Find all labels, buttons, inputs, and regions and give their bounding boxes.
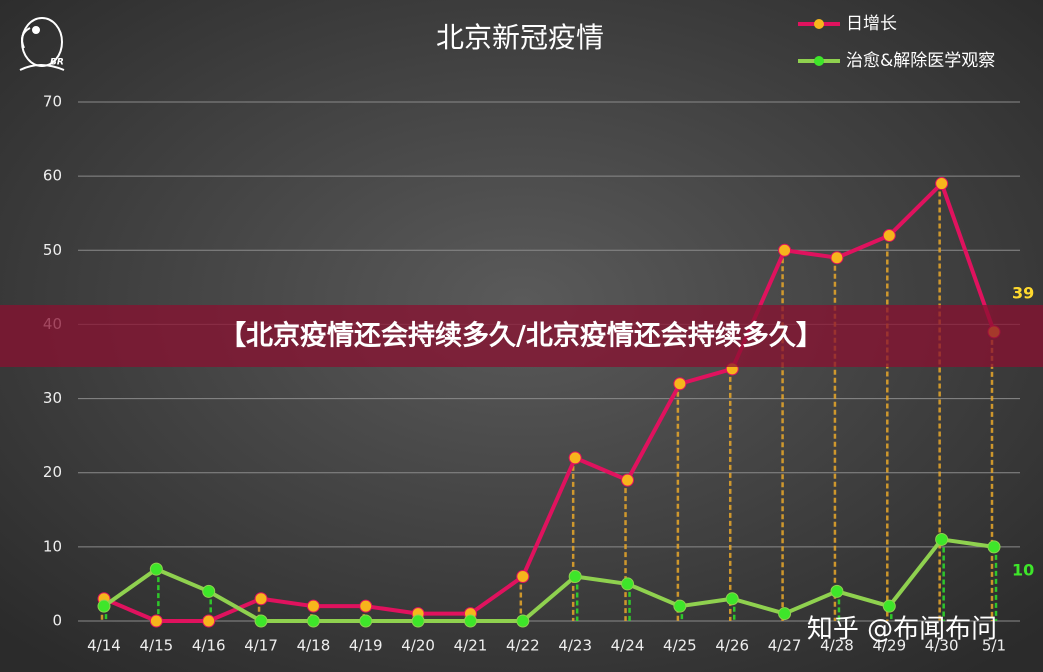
x-tick-label: 4/24 <box>611 637 645 655</box>
y-tick-label: 10 <box>43 537 62 555</box>
x-tick-label: 4/21 <box>454 637 488 655</box>
x-tick-label: 4/25 <box>663 637 697 655</box>
x-tick-label: 5/1 <box>982 637 1006 655</box>
logo <box>19 17 65 71</box>
y-tick-label: 0 <box>52 612 62 630</box>
data-label: 39 <box>1012 283 1034 302</box>
point <box>359 599 373 613</box>
x-tick-label: 4/30 <box>925 637 959 655</box>
x-tick-label: 4/20 <box>401 637 435 655</box>
point <box>306 614 320 628</box>
x-tick-label: 4/22 <box>506 637 540 655</box>
point <box>149 614 163 628</box>
point <box>778 243 792 257</box>
point <box>935 532 949 546</box>
series-line <box>102 537 995 623</box>
x-tick-label: 4/15 <box>140 637 174 655</box>
point <box>830 251 844 265</box>
y-tick-label: 30 <box>43 389 62 407</box>
point <box>149 562 163 576</box>
legend-marker <box>814 19 824 29</box>
x-tick-label: 4/28 <box>820 637 854 655</box>
point <box>306 599 320 613</box>
y-tick-label: 50 <box>43 241 62 259</box>
data-label: 10 <box>1012 560 1034 579</box>
banner-text: 【北京疫情还会持续多久/北京疫情还会持续多久】 <box>219 320 823 352</box>
series-line <box>103 181 996 623</box>
logo-text: BR <box>50 58 64 68</box>
point <box>882 599 896 613</box>
x-tick-label: 4/29 <box>872 637 906 655</box>
point <box>202 584 216 598</box>
legend-label: 日增长 <box>846 14 897 34</box>
point <box>516 614 530 628</box>
x-tick-label: 4/19 <box>349 637 383 655</box>
x-tick-label: 4/23 <box>558 637 592 655</box>
point <box>778 607 792 621</box>
chart-title: 北京新冠疫情 <box>436 21 604 54</box>
point <box>463 614 477 628</box>
point <box>254 592 268 606</box>
watermark: 知乎 @布闻布问 <box>807 615 997 645</box>
y-tick-label: 70 <box>43 93 62 111</box>
point <box>359 614 373 628</box>
point <box>725 592 739 606</box>
x-tick-label: 4/14 <box>87 637 121 655</box>
point <box>935 177 949 191</box>
point <box>568 451 582 465</box>
y-tick-label: 60 <box>43 167 62 185</box>
point <box>411 614 425 628</box>
point <box>97 599 111 613</box>
x-tick-label: 4/18 <box>297 637 331 655</box>
point <box>621 577 635 591</box>
point <box>621 473 635 487</box>
point <box>202 614 216 628</box>
point <box>568 570 582 584</box>
point <box>830 584 844 598</box>
point <box>673 599 687 613</box>
banner <box>0 305 1043 367</box>
point <box>516 570 530 584</box>
x-tick-label: 4/17 <box>244 637 278 655</box>
point <box>882 228 896 242</box>
x-tick-label: 4/26 <box>715 637 749 655</box>
legend-marker <box>814 56 824 66</box>
legend-label: 治愈&解除医学观察 <box>846 51 995 71</box>
x-tick-label: 4/27 <box>768 637 802 655</box>
point <box>254 614 268 628</box>
point <box>673 377 687 391</box>
y-tick-label: 20 <box>43 463 62 481</box>
point <box>987 540 1001 554</box>
x-tick-label: 4/16 <box>192 637 226 655</box>
